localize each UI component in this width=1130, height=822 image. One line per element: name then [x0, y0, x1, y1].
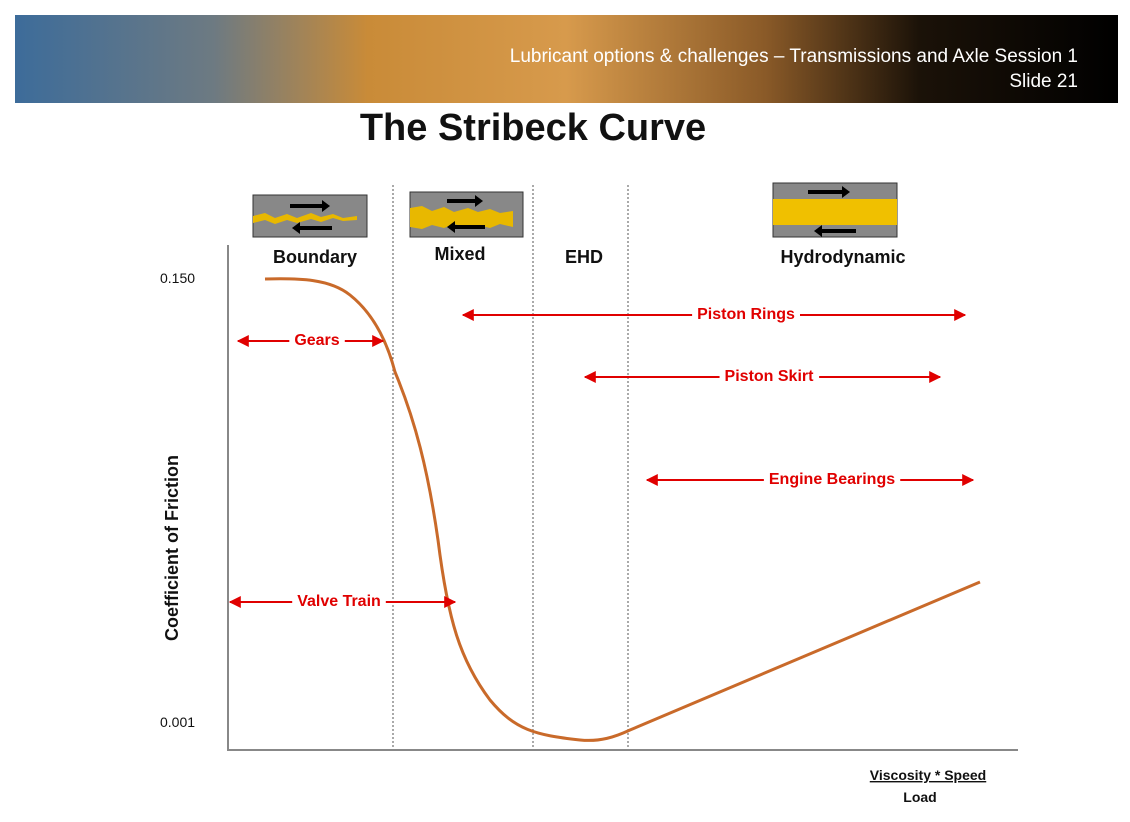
range-label: Engine Bearings	[769, 471, 895, 488]
regime-dividers	[392, 185, 629, 750]
label-background	[292, 593, 386, 611]
regime-label: Mixed	[434, 244, 485, 264]
y-tick-label: 0.150	[160, 270, 195, 286]
label-background	[719, 368, 820, 386]
mixed-icon	[409, 191, 524, 238]
range-label: Piston Rings	[697, 306, 795, 323]
regime-label: Boundary	[273, 247, 357, 267]
y-tick-label: 0.001	[160, 714, 195, 730]
boundary-icon	[252, 194, 368, 238]
regime-label: Hydrodynamic	[780, 247, 905, 267]
x-axis-denominator: Load	[903, 789, 936, 805]
slide-number: Slide 21	[1009, 71, 1078, 92]
regime-label: EHD	[565, 247, 603, 267]
hydrodynamic-icon	[772, 182, 898, 238]
header-title: Lubricant options & challenges – Transmi…	[510, 46, 1078, 67]
label-background	[763, 471, 901, 489]
slide-title: The Stribeck Curve	[360, 107, 706, 149]
y-axis-label: Coefficient of Friction	[162, 455, 182, 641]
x-axis-numerator: Viscosity * Speed	[870, 767, 986, 783]
range-label: Valve Train	[297, 593, 381, 610]
header-banner	[15, 15, 1118, 103]
stribeck-curve	[264, 277, 981, 742]
range-label: Piston Skirt	[725, 368, 815, 385]
range-label: Gears	[294, 332, 339, 349]
label-background	[289, 332, 345, 350]
label-background	[692, 306, 800, 324]
